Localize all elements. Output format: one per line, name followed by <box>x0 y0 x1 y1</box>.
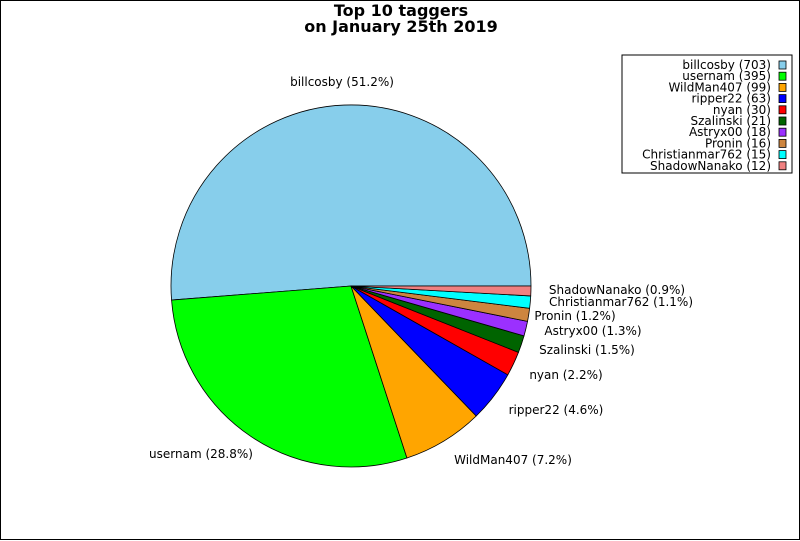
legend-swatch-wildman407 <box>778 83 787 92</box>
chart-title: Top 10 taggers on January 25th 2019 <box>1 3 800 35</box>
legend-swatch-shadownanako <box>778 161 787 171</box>
legend-swatch-pronin <box>778 138 787 148</box>
legend-label-ripper22: ripper22 (63) <box>691 92 771 106</box>
slice-label-nyan: nyan (2.2%) <box>529 368 602 382</box>
legend: billcosby (703)usernam (395)WildMan407 (… <box>621 54 793 174</box>
pie-slice-usernam <box>171 285 408 468</box>
pie-slices <box>170 104 532 468</box>
legend-label-pronin: Pronin (16) <box>705 136 771 150</box>
legend-label-billcosby: billcosby (703) <box>682 58 771 72</box>
legend-items: billcosby (703)usernam (395)WildMan407 (… <box>642 58 787 173</box>
legend-swatch-billcosby <box>778 60 787 70</box>
legend-label-astryx00: Astryx00 (18) <box>689 125 771 139</box>
slice-label-szalinski: Szalinski (1.5%) <box>539 343 635 357</box>
legend-label-shadownanako: ShadowNanako (12) <box>650 159 771 173</box>
legend-label-nyan: nyan (30) <box>713 103 771 117</box>
legend-swatch-usernam <box>778 71 787 81</box>
slice-label-usernam: usernam (28.8%) <box>149 447 253 461</box>
slice-label-wildman407: WildMan407 (7.2%) <box>454 453 572 467</box>
pie-labels: billcosby (51.2%) usernam (28.8%) WildMan4… <box>149 75 693 467</box>
slice-label-billcosby: billcosby (51.2%) <box>290 75 394 89</box>
slice-label-christianmar762: Christianmar762 (1.1%) <box>549 295 693 309</box>
legend-label-wildman407: WildMan407 (99) <box>668 80 771 94</box>
pie-slice-billcosby <box>170 104 532 301</box>
pie-slice-shadownanako <box>350 285 532 297</box>
legend-swatch-ripper22 <box>778 94 787 103</box>
legend-swatch-nyan <box>778 105 787 115</box>
legend-label-szalinski: Szalinski (21) <box>690 114 771 128</box>
chart-title-line2: on January 25th 2019 <box>304 17 498 36</box>
slice-label-pronin: Pronin (1.2%) <box>534 309 615 323</box>
slice-label-ripper22: ripper22 (4.6%) <box>509 403 604 417</box>
legend-swatch-szalinski <box>778 116 787 126</box>
slice-label-astryx00: Astryx00 (1.3%) <box>544 324 641 338</box>
legend-label-usernam: usernam (395) <box>682 69 771 83</box>
legend-swatch-astryx00 <box>778 127 787 137</box>
legend-box <box>621 54 793 174</box>
chart-title-line1: Top 10 taggers <box>333 1 469 20</box>
slice-label-shadownanako: ShadowNanako (0.9%) <box>549 283 685 297</box>
legend-label-christianmar762: Christianmar762 (15) <box>642 148 771 162</box>
legend-swatch-christianmar762 <box>778 150 787 160</box>
